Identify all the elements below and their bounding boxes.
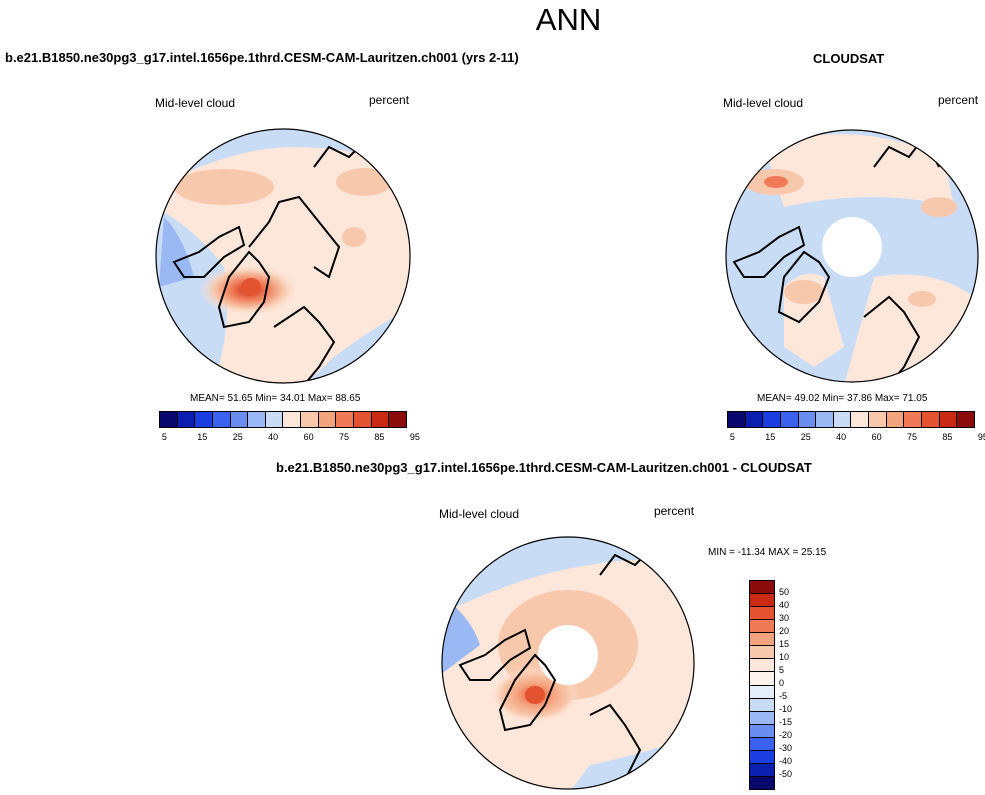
model-colorbar-cell [371,412,390,427]
model-colorbar-cell [354,412,372,427]
model-stats: MEAN= 51.65 Min= 34.01 Max= 88.65 [190,393,361,404]
diff-colorbar-cell [750,672,774,686]
obs-colorbar-tick-label: 5 [729,432,735,442]
model-colorbar-tick-label: 5 [161,432,167,442]
model-colorbar-cell [230,412,249,427]
obs-colorbar-tick-label: 40 [836,432,847,442]
obs-colorbar-cell [922,412,940,427]
diff-colorbar-tick-label: 40 [779,600,790,610]
diff-colorbar-tick-label: -50 [779,769,793,779]
model-colorbar-tick-label: 95 [409,432,420,442]
diff-colorbar-tick-label: 20 [779,626,790,636]
model-colorbar-tick-label: 60 [303,432,314,442]
model-colorbar-cell [160,412,178,427]
model-colorbar-cell [301,412,319,427]
diff-colorbar: 50 40 30 20 15 10 5 0 -5 -10 -15 -20 -30 -40 -50 [749,580,809,790]
diff-colorbar-cell [750,737,774,751]
obs-colorbar: 5 15 25 40 60 75 85 95 [727,411,985,442]
model-colorbar-cell [283,412,302,427]
diff-colorbar-cell [750,646,774,660]
diff-colorbar-tick-label: 30 [779,613,790,623]
obs-colorbar-cell [816,412,834,427]
diff-colorbar-tick-label: 15 [779,639,790,649]
diff-map [441,536,695,790]
obs-colorbar-cell [728,412,746,427]
diff-variable-label: Mid-level cloud [439,507,520,521]
model-colorbar-tick-label: 85 [374,432,385,442]
diff-colorbar-tick-label: -20 [779,730,793,740]
diff-colorbar-cell [750,581,774,595]
diff-colorbar-cell [750,724,774,738]
diff-colorbar-cell [750,711,774,725]
diff-colorbar-tick-label: -10 [779,704,793,714]
diff-units-label: percent [654,504,695,518]
obs-colorbar-cell [780,412,799,427]
model-colorbar-cell [212,412,231,427]
obs-colorbar-tick-label: 15 [765,432,776,442]
diff-colorbar-tick-label: 50 [779,587,790,597]
diff-colorbar-cell [750,620,774,634]
obs-variable-label: Mid-level cloud [723,96,804,110]
model-colorbar-cell [318,412,337,427]
diff-stats: MIN = -11.34 MAX = 25.15 [708,547,827,558]
diff-colorbar-tick-label: 10 [779,652,790,662]
figure-title: ANN [535,2,602,37]
model-colorbar-tick-label: 75 [339,432,350,442]
obs-map [725,129,979,383]
obs-colorbar-cell [886,412,905,427]
obs-stats: MEAN= 49.02 Min= 37.86 Max= 71.05 [757,393,928,404]
diff-colorbar-tick-label: -15 [779,717,793,727]
model-colorbar-cell [265,412,284,427]
diff-colorbar-tick-label: -40 [779,756,793,766]
obs-colorbar-tick-label: 75 [907,432,918,442]
diff-colorbar-cell [750,607,774,621]
model-units-label: percent [369,93,410,107]
obs-colorbar-cell [833,412,852,427]
obs-colorbar-cell [904,412,923,427]
diff-colorbar-cell [750,685,774,699]
diff-colorbar-cell [750,594,774,608]
obs-colorbar-cell [798,412,817,427]
diff-colorbar-cell [750,763,774,777]
model-colorbar: 5 15 25 40 60 75 85 95 [159,411,420,442]
obs-colorbar-cell [957,412,974,427]
diff-colorbar-tick-label: -5 [779,691,788,701]
model-colorbar-cell [195,412,213,427]
diff-colorbar-tick-label: -30 [779,743,793,753]
obs-colorbar-cell [869,412,887,427]
model-colorbar-cell [248,412,266,427]
diff-colorbar-tick-label: 5 [779,665,785,675]
model-map [155,128,411,384]
obs-panel-title: CLOUDSAT [813,51,885,66]
obs-colorbar-cell [745,412,764,427]
model-colorbar-cell [336,412,355,427]
obs-colorbar-cell [851,412,870,427]
model-colorbar-tick-label: 25 [232,432,243,442]
diff-colorbar-cell [750,633,774,647]
obs-colorbar-cell [939,412,958,427]
diff-colorbar-cell [750,659,774,673]
obs-colorbar-tick-label: 95 [977,432,985,442]
model-colorbar-tick-label: 15 [197,432,208,442]
obs-colorbar-tick-label: 25 [800,432,811,442]
model-colorbar-cell [389,412,406,427]
model-panel-title: b.e21.B1850.ne30pg3_g17.intel.1656pe.1th… [5,50,519,65]
diff-colorbar-cell [750,776,774,789]
obs-colorbar-cell [763,412,781,427]
diff-panel-title: b.e21.B1850.ne30pg3_g17.intel.1656pe.1th… [276,460,812,475]
obs-units-label: percent [938,93,979,107]
model-colorbar-tick-label: 40 [268,432,279,442]
diff-colorbar-cell [750,750,774,764]
diff-colorbar-cell [750,698,774,712]
model-colorbar-cell [177,412,196,427]
obs-colorbar-tick-label: 60 [871,432,882,442]
diff-colorbar-tick-label: 0 [779,678,785,688]
obs-colorbar-tick-label: 85 [942,432,953,442]
model-variable-label: Mid-level cloud [155,96,236,110]
